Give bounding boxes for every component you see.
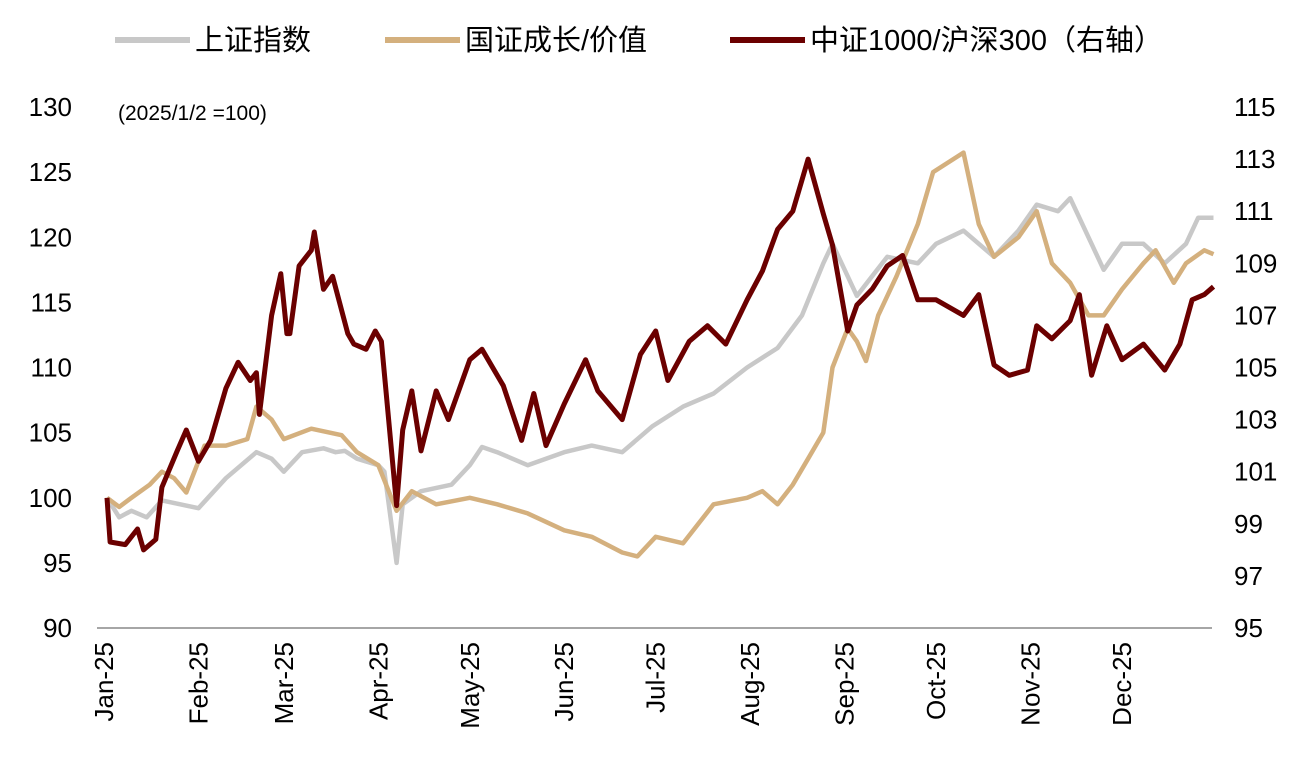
x-tick-label: Jun-25 (549, 642, 579, 722)
base-annotation: (2025/1/2 =100) (118, 102, 267, 125)
x-tick-label: Feb-25 (183, 642, 213, 724)
legend-label: 上证指数 (195, 24, 311, 57)
legend: 上证指数 国证成长/价值 中证1000/沪深300（右轴） (115, 24, 1163, 57)
x-tick-label: Nov-25 (1016, 642, 1046, 726)
y-right-tick-label: 95 (1234, 613, 1263, 643)
y-left-tick-label: 120 (29, 222, 72, 252)
x-tick-label: Sep-25 (830, 642, 860, 726)
y-right-tick-label: 109 (1234, 248, 1277, 278)
series-line-3 (104, 156, 1216, 553)
x-tick-label: Mar-25 (269, 642, 299, 724)
y-right-tick-label: 99 (1234, 509, 1263, 539)
x-tick-label: Oct-25 (921, 642, 951, 720)
y-right-tick-label: 105 (1234, 353, 1277, 383)
y-axis-left: 90 95 100 105 110 115 120 125 130 (29, 92, 72, 643)
series-line-2 (105, 150, 1215, 559)
y-right-tick-label: 113 (1234, 144, 1275, 174)
legend-label: 中证1000/沪深300（右轴） (810, 24, 1163, 57)
x-tick-label: May-25 (455, 642, 485, 729)
y-left-tick-label: 100 (29, 483, 72, 513)
y-right-tick-label: 111 (1234, 196, 1274, 226)
y-axis-right: 95 97 99 101 103 105 107 109 111 113 115 (1234, 92, 1277, 643)
x-tick-label: Dec-25 (1107, 642, 1137, 726)
legend-label: 国证成长/价值 (465, 24, 647, 57)
y-left-tick-label: 90 (43, 613, 72, 643)
y-left-tick-label: 105 (29, 418, 72, 448)
y-left-tick-label: 115 (31, 287, 72, 317)
x-tick-label: Apr-25 (363, 642, 393, 720)
series-lines (104, 150, 1216, 566)
y-right-tick-label: 107 (1234, 300, 1277, 330)
x-axis: Jan-25 Feb-25 Mar-25 Apr-25 May-25 Jun-25 Jul-… (89, 642, 1137, 729)
y-left-tick-label: 125 (29, 157, 72, 187)
x-tick-label: Jul-25 (641, 642, 671, 713)
y-left-tick-label: 95 (43, 548, 72, 578)
y-right-tick-label: 115 (1234, 92, 1275, 122)
series-line-1 (105, 195, 1214, 566)
x-tick-label: Jan-25 (89, 642, 119, 722)
y-right-tick-label: 103 (1234, 405, 1277, 435)
y-left-tick-label: 110 (31, 353, 72, 383)
y-left-tick-label: 130 (29, 92, 72, 122)
y-right-tick-label: 97 (1234, 561, 1263, 591)
x-tick-label: Aug-25 (735, 642, 765, 726)
y-right-tick-label: 101 (1234, 457, 1277, 487)
